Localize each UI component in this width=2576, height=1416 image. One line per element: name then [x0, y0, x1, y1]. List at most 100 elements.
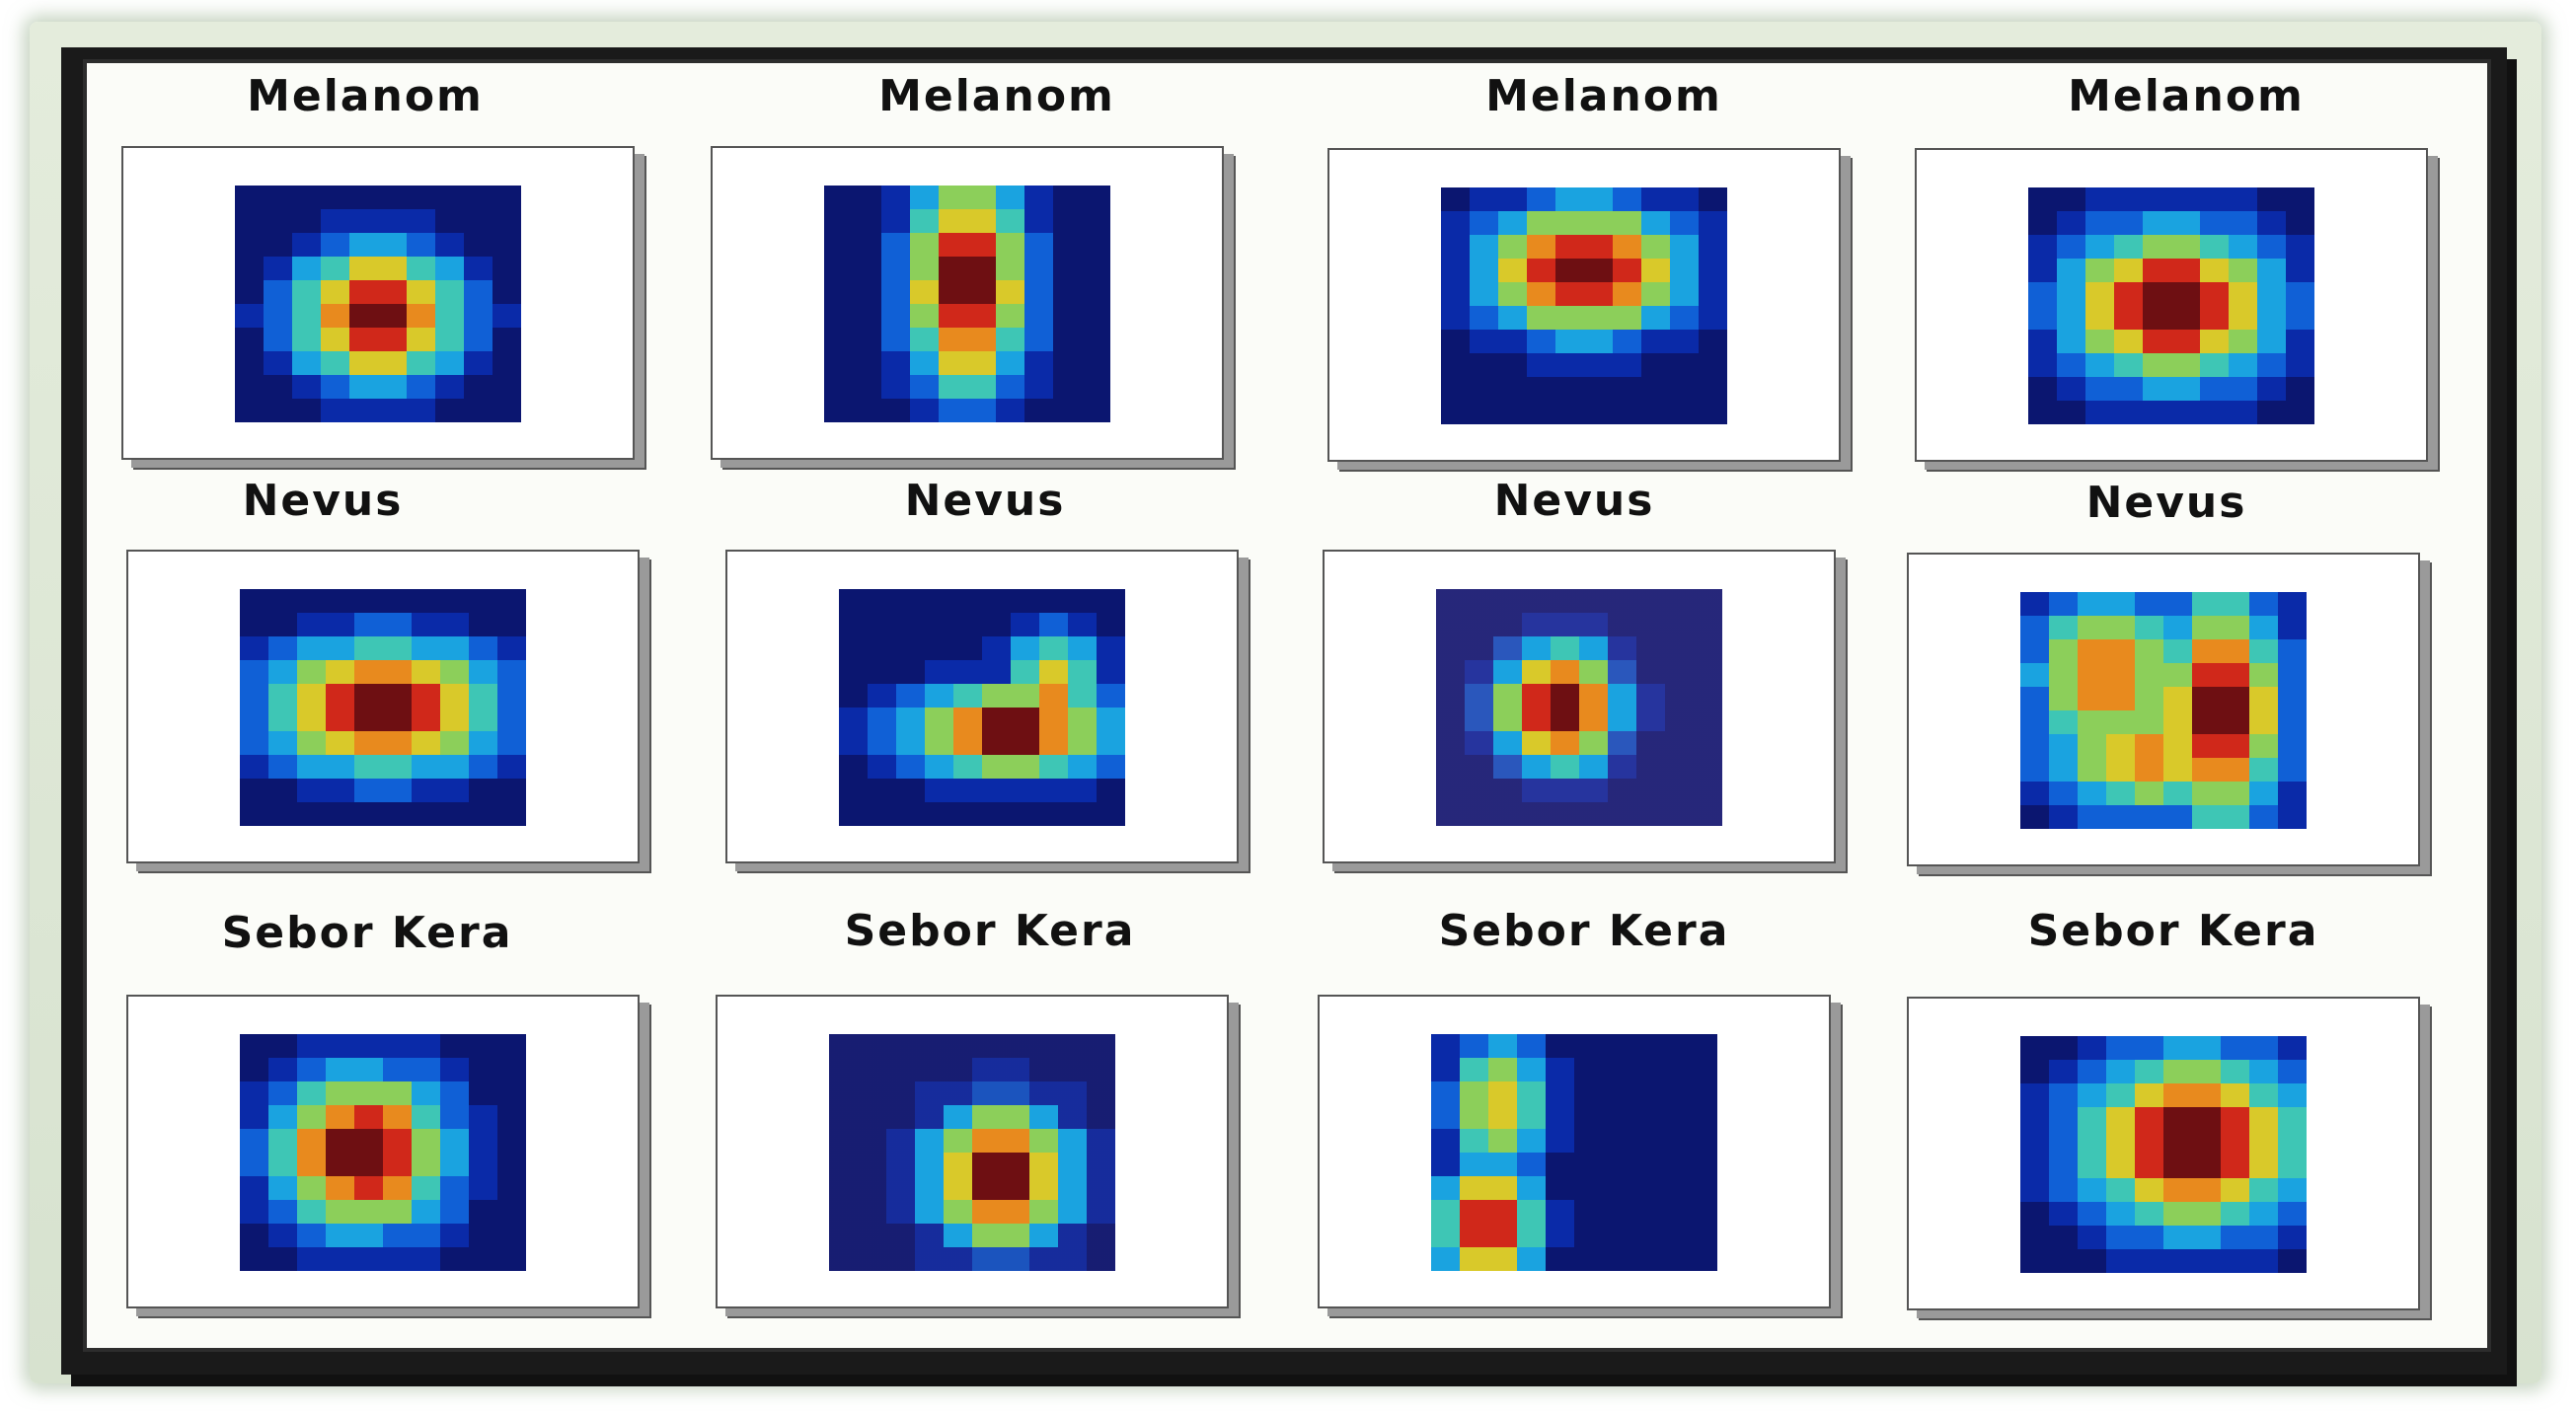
heat-cell [497, 708, 526, 731]
heat-cell [1665, 731, 1694, 755]
heat-cell [2106, 1249, 2135, 1273]
heat-cell [2135, 639, 2163, 663]
heat-cell [939, 375, 967, 399]
heat-cell [2049, 1107, 2078, 1131]
heat-cell [1608, 802, 1636, 826]
heat-cell [915, 1129, 944, 1153]
heat-cell [412, 1034, 440, 1058]
heat-cell [497, 755, 526, 779]
heat-cell [1555, 353, 1584, 377]
heat-cell [2020, 1226, 2049, 1249]
heat-cell [1493, 779, 1522, 802]
heat-cell [2057, 353, 2085, 377]
heat-cell [1641, 235, 1670, 259]
heat-cell [2278, 1131, 2307, 1155]
heat-cell [264, 399, 292, 422]
heat-cell [868, 779, 896, 802]
heat-cell [868, 802, 896, 826]
heat-cell [240, 1247, 268, 1271]
heat-cell [1608, 613, 1636, 636]
heat-cell [1024, 209, 1053, 233]
heat-cell [326, 1224, 354, 1247]
heat-cell [464, 328, 492, 351]
heat-cell [1579, 613, 1608, 636]
heat-cell [2106, 663, 2135, 687]
heat-cell [240, 684, 268, 708]
heat-cell [440, 1176, 469, 1200]
heat-cell [925, 802, 953, 826]
heat-cell [939, 186, 967, 209]
heat-cell [1436, 755, 1465, 779]
heat-cell [268, 1081, 297, 1105]
heat-cell [1631, 1200, 1660, 1224]
heat-cell [2221, 734, 2249, 758]
heat-cell [896, 660, 925, 684]
heat-cell [953, 731, 982, 755]
heat-cell [440, 1224, 469, 1247]
heat-cell [440, 802, 469, 826]
heat-cell [1694, 755, 1722, 779]
heat-cell [944, 1081, 972, 1105]
heat-cell [383, 1058, 412, 1081]
heat-cell [2249, 734, 2278, 758]
heat-cell [853, 328, 881, 351]
heat-cell [2028, 187, 2057, 211]
heat-cell [435, 209, 464, 233]
heat-cell [2278, 616, 2307, 639]
heat-cell [1603, 1224, 1631, 1247]
heat-cell [925, 708, 953, 731]
heat-cell [2028, 259, 2057, 282]
heat-cell [407, 186, 435, 209]
heat-cell [853, 186, 881, 209]
heat-cell [1082, 375, 1110, 399]
heat-cell [2143, 377, 2171, 401]
heat-cell [378, 233, 407, 257]
heat-cell [412, 755, 440, 779]
heat-cell [1029, 1153, 1058, 1176]
heat-cell [321, 375, 349, 399]
heat-cell [469, 1200, 497, 1224]
heat-cell [383, 1034, 412, 1058]
heat-cell [982, 755, 1011, 779]
heat-cell [354, 1247, 383, 1271]
heat-cell [2143, 211, 2171, 235]
heat-cell [407, 209, 435, 233]
heat-cell [1603, 1153, 1631, 1176]
heat-cell [1522, 684, 1551, 708]
heat-cell [2163, 1155, 2192, 1178]
heat-cell [2049, 1178, 2078, 1202]
heat-cell [2020, 1249, 2049, 1273]
heat-cell [1053, 328, 1082, 351]
heat-cell [1498, 235, 1527, 259]
heat-cell [354, 1176, 383, 1200]
heat-cell [268, 1224, 297, 1247]
heat-cell [853, 257, 881, 280]
heat-cell [915, 1058, 944, 1081]
heat-cell [2192, 1249, 2221, 1273]
heat-cell [412, 589, 440, 613]
heat-cell [925, 589, 953, 613]
heat-cell [910, 233, 939, 257]
heat-cell [886, 1034, 915, 1058]
heat-cell [240, 1105, 268, 1129]
heat-cell [2163, 1202, 2192, 1226]
heat-cell [2135, 687, 2163, 710]
heat-cell [268, 1247, 297, 1271]
heat-cell [824, 186, 853, 209]
heat-cell [297, 1105, 326, 1129]
heat-cell [1001, 1224, 1029, 1247]
heat-cell [896, 802, 925, 826]
heat-cell [297, 1081, 326, 1105]
heat-cell [469, 660, 497, 684]
heat-cell [881, 209, 910, 233]
heat-cell [1517, 1105, 1546, 1129]
heat-cell [939, 304, 967, 328]
heat-cell [1527, 306, 1555, 330]
heat-cell [1522, 755, 1551, 779]
heat-cell [944, 1034, 972, 1058]
heat-cell [824, 375, 853, 399]
heat-cell [349, 375, 378, 399]
heat-cell [858, 1224, 886, 1247]
heat-cell [2200, 259, 2229, 282]
heat-cell [349, 399, 378, 422]
